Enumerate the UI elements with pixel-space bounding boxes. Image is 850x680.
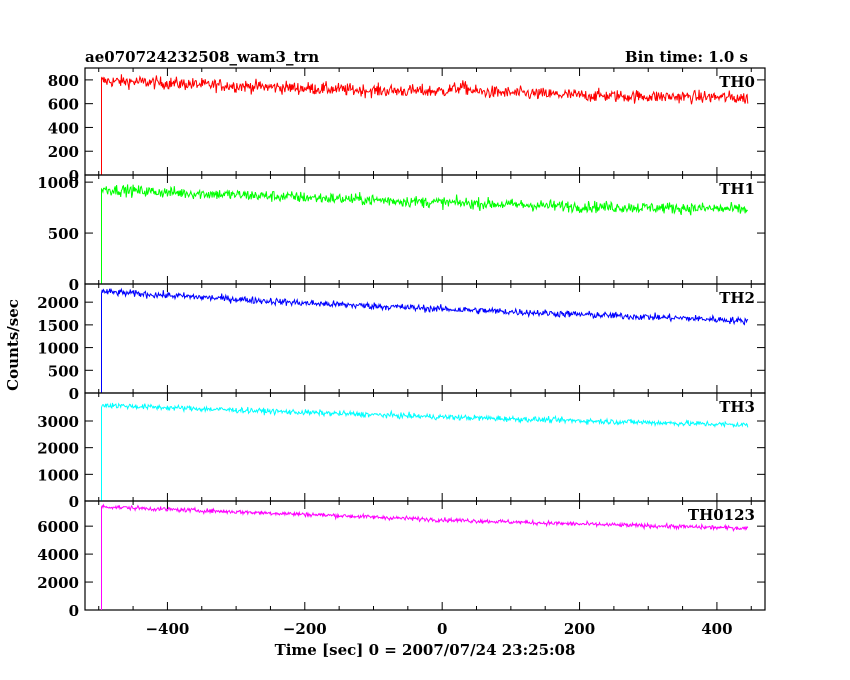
series-label-th0: TH0 [719,73,755,91]
panels: 0 200 400 600 800 TH0 0 500 1000 TH1 0 500 1000 1500 2… [37,68,765,638]
y-tick-label-th2: 2000 [37,294,79,312]
panel-frame-th2 [85,284,765,393]
y-tick-label-th2: 0 [69,385,79,403]
y-tick-label-th1: 1000 [37,174,79,192]
panel-frame-th0123 [85,501,765,610]
y-tick-label-th1: 0 [69,276,79,294]
y-axis-label: Counts/sec [4,299,22,391]
x-axis-label: Time [sec] 0 = 2007/07/24 23:25:08 [275,641,576,659]
chart-title: ae070724232508_wam3_trn [85,48,319,66]
series-label-th3: TH3 [719,398,755,416]
y-tick-label-th0123: 2000 [37,574,79,592]
x-tick-label: −400 [145,620,189,638]
y-tick-label-th0123: 0 [69,602,79,620]
y-tick-label-th2: 1500 [37,317,79,335]
y-tick-label-th2: 500 [48,362,79,380]
y-tick-label-th1: 500 [48,225,79,243]
x-tick-label: −200 [283,620,327,638]
y-tick-label-th0: 400 [48,119,79,137]
panel-frame-th1 [85,175,765,284]
y-tick-label-th3: 3000 [37,413,79,431]
y-tick-label-th2: 1000 [37,340,79,358]
y-tick-label-th0123: 4000 [37,546,79,564]
y-tick-label-th0: 200 [48,143,79,161]
y-tick-label-th3: 1000 [37,466,79,484]
y-tick-label-th0: 800 [48,72,79,90]
series-label-th1: TH1 [719,180,755,198]
y-tick-label-th0: 600 [48,96,79,114]
series-label-th0123: TH0123 [688,506,755,524]
series-line-th3 [102,403,748,501]
x-tick-label: 0 [437,620,447,638]
series-line-th0123 [102,505,748,610]
y-tick-label-th3: 0 [69,493,79,511]
x-tick-label: 400 [701,620,732,638]
x-tick-label: 200 [564,620,595,638]
y-tick-label-th3: 2000 [37,440,79,458]
series-label-th2: TH2 [719,289,755,307]
y-tick-label-th0123: 6000 [37,518,79,536]
series-line-th1 [102,184,748,284]
chart-subtitle: Bin time: 1.0 s [625,48,748,66]
panel-frame-th0 [85,68,765,175]
series-line-th2 [102,289,748,393]
series-line-th0 [102,74,748,175]
